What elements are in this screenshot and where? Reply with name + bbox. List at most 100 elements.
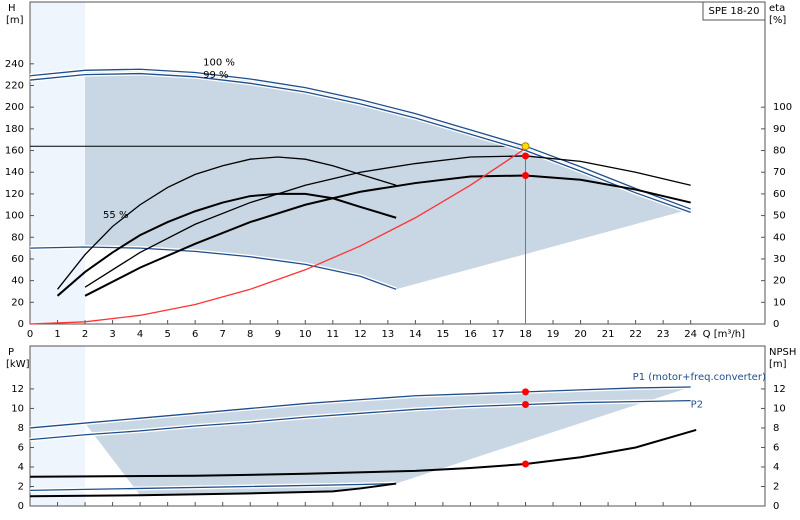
curve xyxy=(84,155,691,288)
curve-label: 100 % xyxy=(203,57,235,68)
y2-label: NPSH xyxy=(769,347,796,358)
x-tick-label: 18 xyxy=(519,329,532,340)
y2-tick-label: 0 xyxy=(773,501,779,512)
curve xyxy=(56,192,397,297)
x-tick-label: 9 xyxy=(275,329,281,340)
y-tick-label: 200 xyxy=(5,102,24,113)
y-unit: [kW] xyxy=(6,359,30,370)
curve xyxy=(29,147,526,325)
y2-tick-label: 80 xyxy=(773,146,786,157)
x-tick-label: 14 xyxy=(409,329,422,340)
curve xyxy=(29,482,397,492)
y-tick-label: 100 xyxy=(5,211,24,222)
y-tick-label: 12 xyxy=(11,384,24,395)
curve xyxy=(84,174,691,297)
curve-label: P2 xyxy=(691,400,703,411)
y2-tick-label: 70 xyxy=(773,167,786,178)
y2-tick-label: 60 xyxy=(773,189,786,200)
duty-point xyxy=(522,401,530,409)
x-tick-label: 0 xyxy=(27,329,33,340)
curve xyxy=(29,72,691,213)
x-tick-label: 15 xyxy=(437,329,450,340)
y2-tick-label: 10 xyxy=(773,403,786,414)
x-tick-label: 5 xyxy=(164,329,170,340)
duty-point xyxy=(522,460,530,468)
y-tick-label: 140 xyxy=(5,167,24,178)
duty-point xyxy=(522,152,530,160)
x-tick-label: 13 xyxy=(381,329,394,340)
x-tick-label: 20 xyxy=(574,329,587,340)
curve-label: 99 % xyxy=(203,70,228,81)
y-tick-label: 160 xyxy=(5,146,24,157)
y2-tick-label: 90 xyxy=(773,124,786,135)
y-tick-label: 2 xyxy=(18,481,24,492)
y-tick-label: 0 xyxy=(18,501,24,512)
x-tick-label: 7 xyxy=(220,329,226,340)
y2-tick-label: 8 xyxy=(773,423,779,434)
curve-label: P1 (motor+freq.converter) xyxy=(633,372,766,383)
x-tick-label: 10 xyxy=(299,329,312,340)
low-flow-zone xyxy=(30,2,86,324)
curve-label: 55 % xyxy=(103,210,128,221)
y-tick-label: 8 xyxy=(18,423,24,434)
x-tick-label: 17 xyxy=(492,329,505,340)
y2-tick-label: 6 xyxy=(773,442,779,453)
y-tick-label: 20 xyxy=(11,297,24,308)
x-tick-label: 12 xyxy=(354,329,367,340)
y2-unit: [m] xyxy=(769,359,787,370)
y-tick-label: 220 xyxy=(5,80,24,91)
y-tick-label: 80 xyxy=(11,232,24,243)
x-tick-label: 16 xyxy=(464,329,477,340)
y-tick-label: 6 xyxy=(18,442,24,453)
duty-point xyxy=(522,171,530,179)
y2-tick-label: 2 xyxy=(773,481,779,492)
curve xyxy=(57,156,397,290)
x-tick-label: 6 xyxy=(192,329,198,340)
x-tick-label: 4 xyxy=(137,329,143,340)
x-tick-label: 8 xyxy=(247,329,253,340)
y-label: H xyxy=(8,3,16,14)
x-tick-label: 2 xyxy=(82,329,88,340)
y2-label: eta xyxy=(769,3,785,14)
curve xyxy=(29,68,691,210)
duty-point xyxy=(522,388,530,396)
curve xyxy=(29,428,697,478)
x-tick-label: 1 xyxy=(54,329,60,340)
curve xyxy=(29,386,691,429)
y-tick-label: 0 xyxy=(18,319,24,330)
y2-tick-label: 4 xyxy=(773,462,779,473)
x-tick-label: 23 xyxy=(657,329,670,340)
y2-tick-label: 12 xyxy=(773,384,786,395)
x-label: Q [m³/h] xyxy=(703,329,745,340)
y2-tick-label: 50 xyxy=(773,211,786,222)
x-tick-label: 24 xyxy=(684,329,697,340)
x-tick-label: 19 xyxy=(547,329,560,340)
y2-tick-label: 40 xyxy=(773,232,786,243)
duty-point xyxy=(521,142,530,151)
y2-tick-label: 10 xyxy=(773,297,786,308)
curve xyxy=(29,399,691,441)
y-tick-label: 240 xyxy=(5,59,24,70)
y-tick-label: 10 xyxy=(11,403,24,414)
y2-tick-label: 0 xyxy=(773,319,779,330)
title-box xyxy=(702,1,766,21)
x-tick-label: 21 xyxy=(602,329,615,340)
curve xyxy=(29,246,397,290)
y-tick-label: 60 xyxy=(11,254,24,265)
y-unit: [m] xyxy=(6,15,24,26)
chart-title: SPE 18-20 xyxy=(709,6,760,17)
x-tick-label: 3 xyxy=(109,329,115,340)
y2-tick-label: 30 xyxy=(773,254,786,265)
plot-frame xyxy=(29,1,766,325)
operating-range xyxy=(85,386,691,496)
y-tick-label: 40 xyxy=(11,276,24,287)
x-tick-label: 22 xyxy=(629,329,642,340)
y2-tick-label: 100 xyxy=(773,102,792,113)
y-tick-label: 180 xyxy=(5,124,24,135)
curve xyxy=(29,482,397,498)
y-label: P xyxy=(8,347,14,358)
y-tick-label: 120 xyxy=(5,189,24,200)
y-tick-label: 4 xyxy=(18,462,24,473)
